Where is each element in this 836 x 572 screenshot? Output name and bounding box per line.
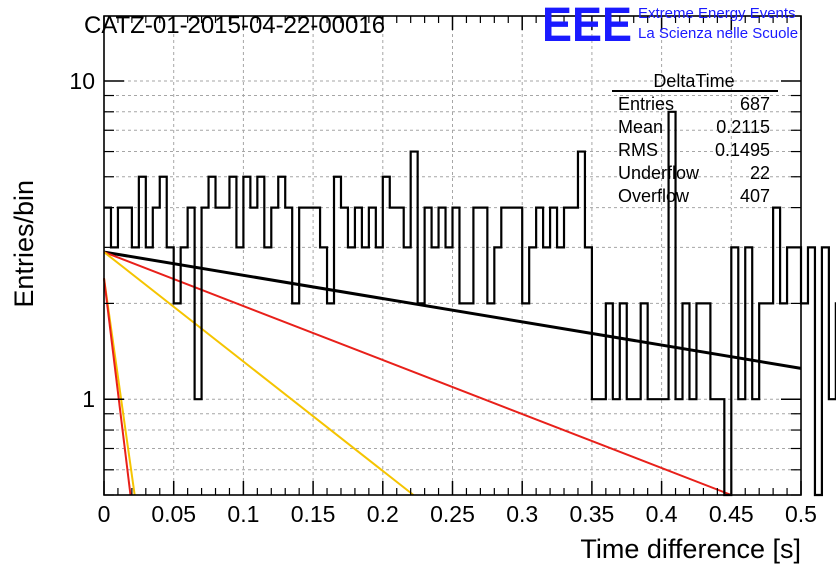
stats-value: 407 <box>740 186 770 206</box>
stats-value: 22 <box>750 163 770 183</box>
y-axis-title: Entries/bin <box>9 180 39 308</box>
fit-curve-5 <box>103 278 132 496</box>
eee-logo: EEE Extreme Energy Events La Scienza nel… <box>542 0 798 52</box>
stats-label: Entries <box>618 94 674 114</box>
stats-value: 0.2115 <box>716 117 770 137</box>
x-tick-label: 0.4 <box>646 501 678 527</box>
fit-curve-3 <box>103 251 415 496</box>
stats-value: 0.1495 <box>715 140 770 160</box>
x-axis: 0 0.05 0.1 0.15 0.2 0.25 0.3 0.35 0.4 0.45 0.5 <box>98 16 817 527</box>
x-tick-label: 0.05 <box>151 501 196 527</box>
chart-title: CATZ-01-2015-04-22-00016 <box>84 12 385 39</box>
stats-label: RMS <box>618 140 658 160</box>
x-tick-label: 0.35 <box>570 501 615 527</box>
x-tick-label: 0.25 <box>430 501 475 527</box>
x-tick-label: 0.15 <box>291 501 336 527</box>
eee-logo-line1: Extreme Energy Events <box>638 5 796 22</box>
y-axis: 1 10 <box>69 68 801 496</box>
x-tick-label: 0 <box>98 501 111 527</box>
x-tick-label: 0.1 <box>227 501 259 527</box>
stats-box-name: DeltaTime <box>653 71 734 91</box>
fit-curve-1 <box>103 250 802 370</box>
stats-value: 687 <box>740 94 770 114</box>
x-tick-label: 0.5 <box>785 501 817 527</box>
stats-label: Underflow <box>618 163 700 183</box>
fit-curve-2 <box>103 251 732 496</box>
eee-logo-line2: La Scienza nelle Scuole <box>638 25 798 42</box>
stats-box: DeltaTime Entries 687 Mean 0.2115 RMS 0.1495 U… <box>612 71 778 206</box>
x-axis-title: Time difference [s] <box>580 534 801 564</box>
fit-curves <box>103 250 802 496</box>
x-tick-label: 0.2 <box>367 501 399 527</box>
eee-logo-mark: EEE <box>542 0 632 52</box>
x-tick-label: 0.45 <box>709 501 754 527</box>
y-tick-label: 1 <box>82 386 95 412</box>
x-tick-label: 0.3 <box>506 501 538 527</box>
stats-label: Mean <box>618 117 663 137</box>
histogram-outline <box>104 110 836 497</box>
y-tick-label: 10 <box>69 68 95 94</box>
stats-label: Overflow <box>618 186 690 206</box>
